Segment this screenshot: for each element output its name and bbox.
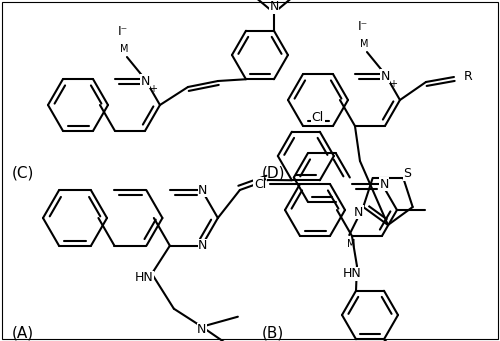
Text: N: N <box>140 75 149 88</box>
Text: (D): (D) <box>262 165 285 180</box>
Text: +: + <box>149 84 157 94</box>
Text: I⁻: I⁻ <box>118 25 128 38</box>
Text: S: S <box>403 167 411 180</box>
Text: N: N <box>198 239 207 252</box>
Text: N: N <box>380 70 390 83</box>
Text: I⁻: I⁻ <box>358 19 368 32</box>
Text: N: N <box>197 323 206 336</box>
Text: M: M <box>120 44 128 54</box>
Text: (C): (C) <box>12 165 34 180</box>
Text: M: M <box>360 39 368 49</box>
Text: N: N <box>354 206 363 219</box>
Text: Cl: Cl <box>254 178 266 191</box>
Text: Cl: Cl <box>312 111 324 124</box>
Text: R: R <box>464 71 472 84</box>
Text: +: + <box>389 79 397 89</box>
Text: N: N <box>198 184 207 197</box>
Text: N: N <box>380 178 388 191</box>
Text: (A): (A) <box>12 325 34 340</box>
Text: HN: HN <box>134 271 153 284</box>
Text: M: M <box>347 239 356 249</box>
Text: HN: HN <box>342 267 361 281</box>
Text: N: N <box>270 0 278 13</box>
Text: (B): (B) <box>262 325 284 340</box>
